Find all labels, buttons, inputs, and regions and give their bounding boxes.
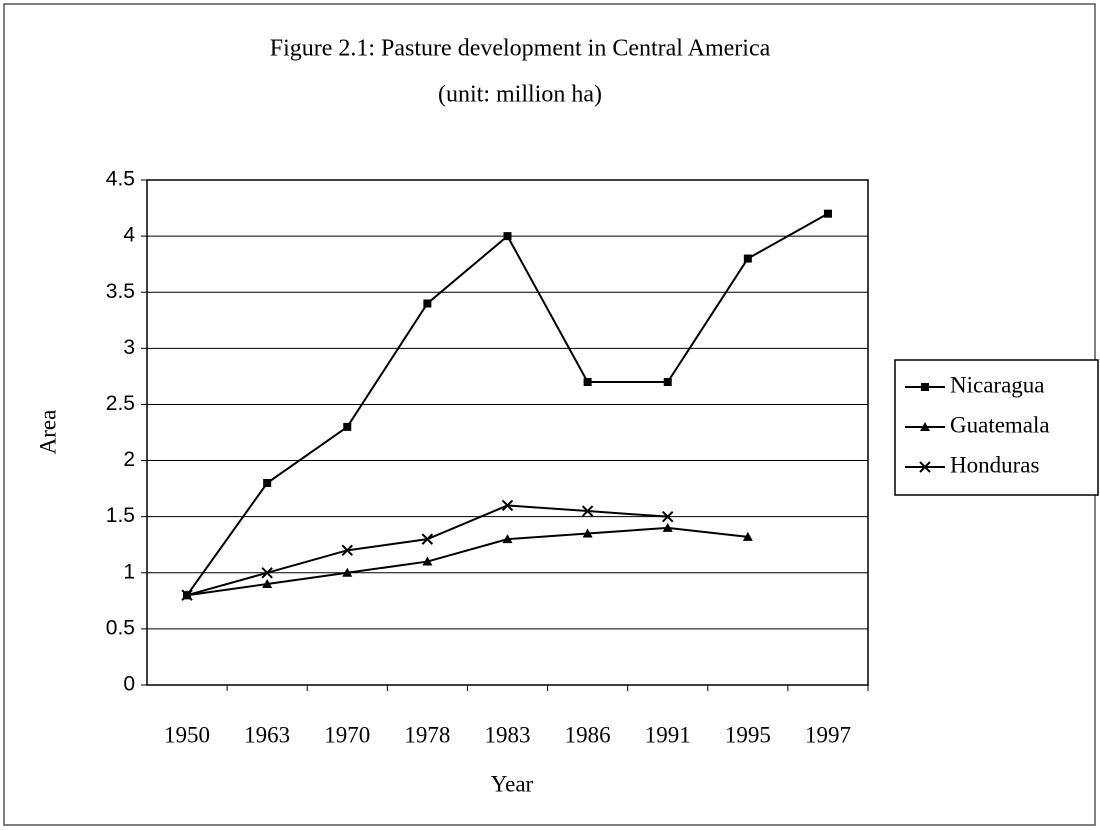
x-tick-label: 1986	[565, 722, 611, 747]
marker	[662, 510, 674, 523]
marker	[421, 533, 434, 545]
marker	[581, 505, 594, 517]
plot-frame	[146, 179, 869, 686]
x-tick-label: 1997	[805, 722, 851, 747]
marker	[263, 479, 272, 487]
marker	[742, 531, 753, 541]
legend-marker	[919, 461, 931, 473]
x-tick-label: 1991	[645, 722, 691, 747]
y-tick-label: 0	[123, 673, 135, 696]
marker	[181, 589, 193, 601]
x-tick-label: 1995	[725, 722, 771, 747]
chart-subtitle: (unit: million ha)	[438, 82, 602, 108]
marker	[583, 378, 592, 386]
marker	[261, 567, 273, 579]
y-tick-label: 4	[123, 224, 135, 247]
marker	[423, 299, 432, 308]
y-tick-label: 3.5	[106, 280, 135, 303]
x-tick-label: 1983	[485, 722, 531, 747]
series-line	[186, 504, 668, 597]
marker	[503, 232, 512, 241]
y-axis-label: Area	[35, 410, 60, 455]
legend-marker	[921, 383, 929, 391]
y-tick-label: 1	[123, 560, 135, 583]
marker	[262, 579, 273, 588]
marker	[422, 556, 433, 566]
y-tick-label: 1.5	[106, 504, 135, 527]
x-tick-label: 1978	[404, 722, 450, 747]
series-line	[186, 526, 748, 597]
y-tick-label: 2.5	[106, 392, 135, 415]
marker	[823, 209, 832, 218]
marker	[582, 528, 593, 538]
chart-title: Figure 2.1: Pasture development in Centr…	[270, 36, 771, 62]
legend-marker	[920, 422, 930, 431]
marker	[743, 254, 752, 263]
legend-label: Honduras	[950, 452, 1039, 477]
y-tick-label: 4.5	[106, 168, 135, 191]
marker	[663, 378, 672, 386]
y-tick-label: 2	[123, 448, 135, 471]
marker	[341, 544, 353, 557]
y-tick-label: 0.5	[106, 616, 135, 639]
y-tick-label: 3	[123, 336, 135, 359]
marker	[662, 522, 673, 532]
marker	[342, 567, 353, 577]
x-tick-label: 1950	[164, 722, 210, 747]
x-axis-label: Year	[491, 771, 534, 796]
x-tick-label: 1970	[324, 722, 370, 747]
x-tick-label: 1963	[244, 722, 290, 747]
legend-label: Nicaragua	[950, 372, 1045, 397]
legend-label: Guatemala	[950, 412, 1050, 437]
marker	[343, 422, 352, 431]
marker	[501, 499, 514, 512]
marker	[502, 534, 513, 544]
